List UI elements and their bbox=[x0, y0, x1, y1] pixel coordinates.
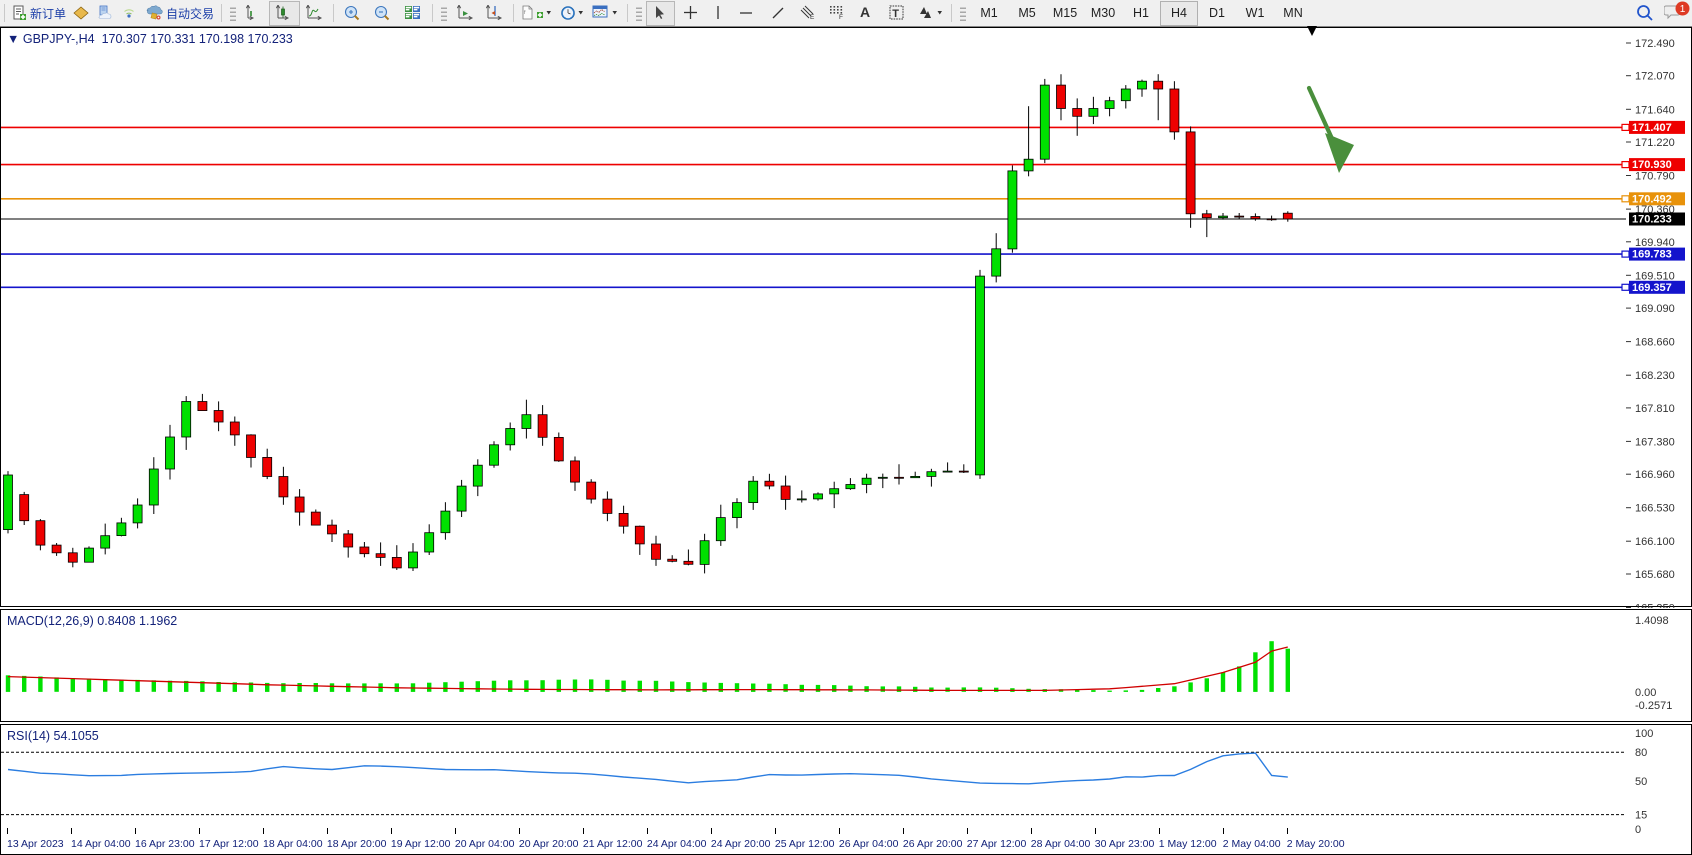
svg-text:1: 1 bbox=[1680, 4, 1686, 15]
svg-text:165.250: 165.250 bbox=[1635, 603, 1675, 609]
svg-text:166.530: 166.530 bbox=[1635, 503, 1675, 515]
svg-text:170.930: 170.930 bbox=[1632, 159, 1672, 171]
svg-text:100: 100 bbox=[1635, 728, 1653, 740]
svg-text:0.00: 0.00 bbox=[1635, 687, 1656, 699]
svg-text:169.940: 169.940 bbox=[1635, 237, 1675, 249]
svg-text:172.490: 172.490 bbox=[1635, 38, 1675, 50]
svg-text:50: 50 bbox=[1635, 776, 1647, 788]
svg-text:165.680: 165.680 bbox=[1635, 569, 1675, 581]
svg-text:170.492: 170.492 bbox=[1632, 193, 1672, 205]
svg-text:F: F bbox=[839, 14, 843, 21]
svg-text:-0.2571: -0.2571 bbox=[1635, 700, 1672, 712]
svg-text:171.407: 171.407 bbox=[1632, 122, 1672, 134]
svg-text:15: 15 bbox=[1635, 810, 1647, 822]
svg-text:172.070: 172.070 bbox=[1635, 71, 1675, 83]
svg-text:80: 80 bbox=[1635, 747, 1647, 759]
svg-text:169.090: 169.090 bbox=[1635, 303, 1675, 315]
svg-text:167.380: 167.380 bbox=[1635, 436, 1675, 448]
svg-text:169.510: 169.510 bbox=[1635, 270, 1675, 282]
svg-text:169.783: 169.783 bbox=[1632, 249, 1672, 261]
svg-text:T: T bbox=[892, 8, 899, 20]
svg-text:171.640: 171.640 bbox=[1635, 104, 1675, 116]
svg-text:169.357: 169.357 bbox=[1632, 282, 1672, 294]
svg-text:E: E bbox=[810, 14, 815, 21]
svg-text:A: A bbox=[860, 5, 870, 20]
svg-text:167.810: 167.810 bbox=[1635, 403, 1675, 415]
svg-text:170.233: 170.233 bbox=[1632, 214, 1672, 226]
svg-text:171.220: 171.220 bbox=[1635, 137, 1675, 149]
svg-text:166.960: 166.960 bbox=[1635, 469, 1675, 481]
svg-text:166.100: 166.100 bbox=[1635, 536, 1675, 548]
svg-text:168.660: 168.660 bbox=[1635, 337, 1675, 349]
svg-text:1.4098: 1.4098 bbox=[1635, 615, 1669, 627]
svg-text:170.790: 170.790 bbox=[1635, 171, 1675, 183]
svg-text:168.230: 168.230 bbox=[1635, 370, 1675, 382]
